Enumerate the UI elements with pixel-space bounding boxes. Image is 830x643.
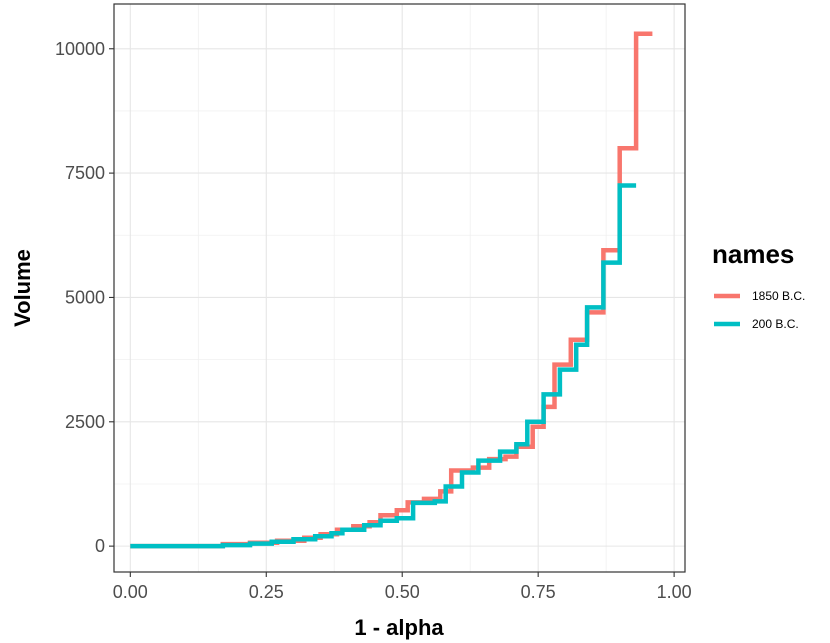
x-tick-label: 0.25 [249, 582, 284, 602]
series-layer [130, 31, 653, 549]
legend-label-2: 200 B.C. [752, 317, 799, 331]
legend-label-1: 1850 B.C. [752, 289, 805, 303]
y-axis: 0 2500 5000 7500 10000 [55, 39, 114, 556]
x-axis: 0.00 0.25 0.50 0.75 1.00 [113, 572, 692, 602]
y-axis-title: Volume [10, 249, 35, 327]
legend: names 1850 B.C. 200 B.C. [712, 239, 805, 331]
x-tick-label: 0.50 [385, 582, 420, 602]
legend-items: 1850 B.C. 200 B.C. [714, 289, 805, 331]
y-tick-label: 10000 [55, 39, 105, 59]
x-axis-title: 1 - alpha [354, 615, 444, 640]
y-tick-label: 5000 [65, 287, 105, 307]
y-tick-label: 0 [95, 536, 105, 556]
y-tick-label: 2500 [65, 412, 105, 432]
plot-panel [114, 4, 685, 572]
legend-title: names [712, 239, 794, 269]
x-tick-label: 1.00 [657, 582, 692, 602]
series-line-2 [130, 183, 637, 549]
plot-border [113, 3, 686, 573]
major-gridlines [114, 4, 685, 572]
x-tick-label: 0.00 [113, 582, 148, 602]
x-tick-label: 0.75 [521, 582, 556, 602]
y-tick-label: 7500 [65, 163, 105, 183]
minor-gridlines [114, 4, 685, 572]
